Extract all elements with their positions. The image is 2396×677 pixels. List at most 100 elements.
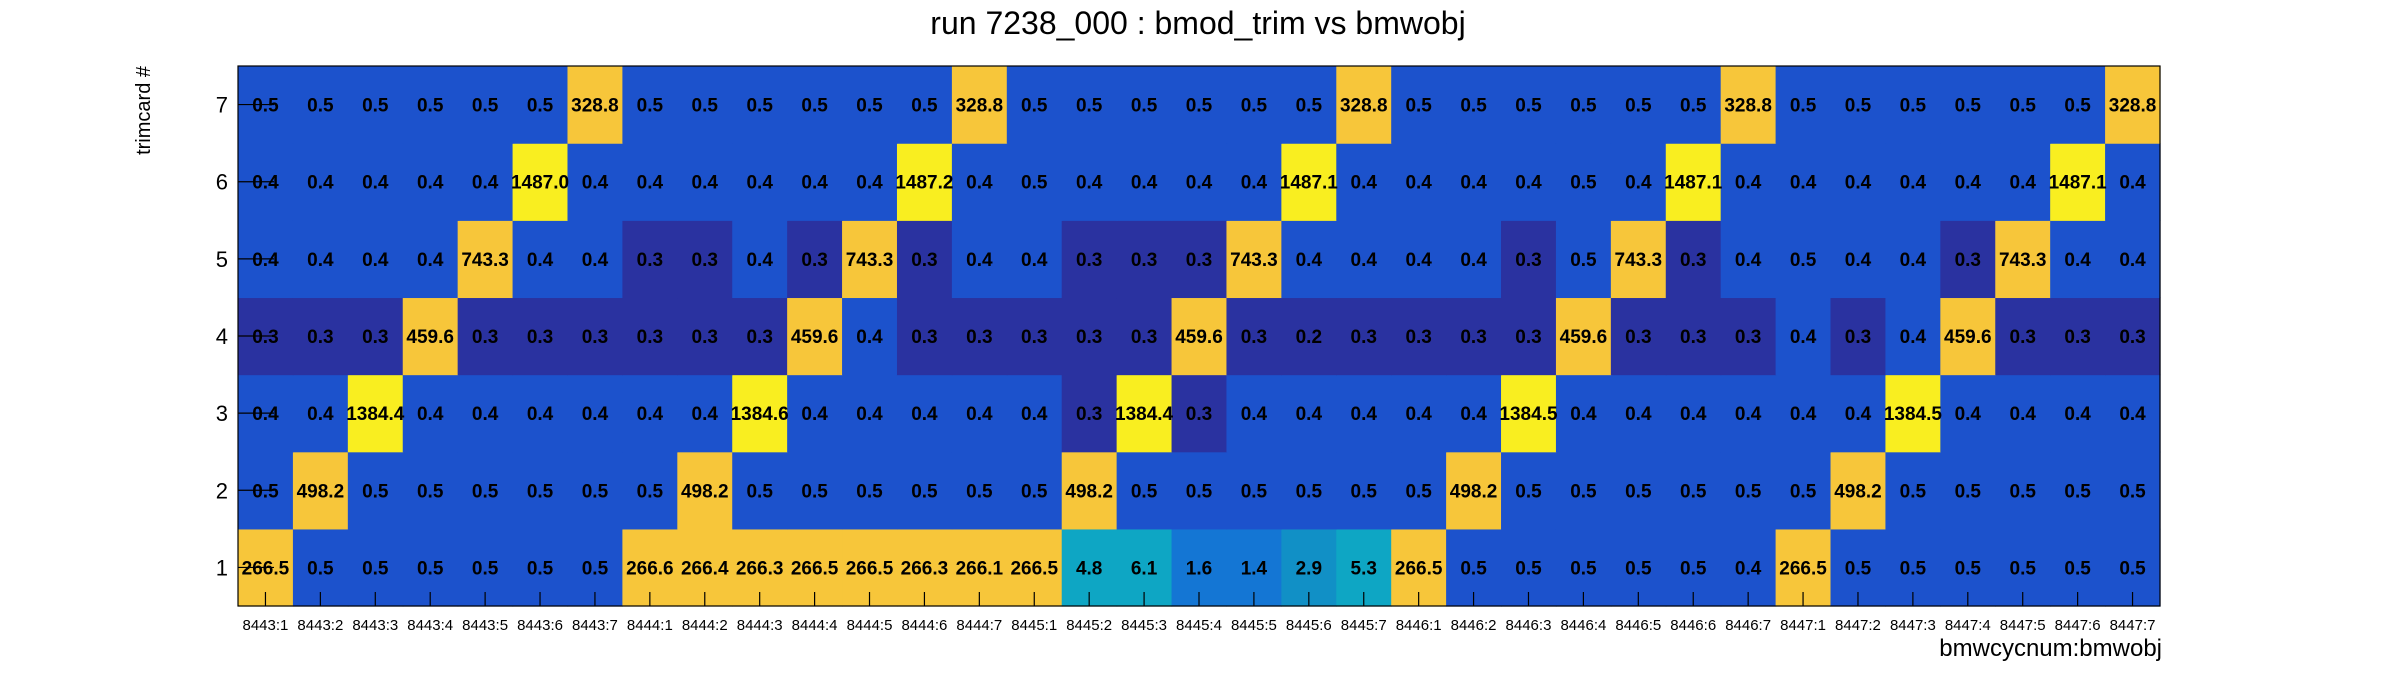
cell-value-label: 0.4	[2010, 173, 2037, 194]
heatmap-cell	[787, 297, 843, 376]
cell-value-label: 0.4	[1735, 558, 1762, 579]
cell-value-label: 0.3	[1955, 250, 1981, 271]
heatmap-cell	[842, 220, 898, 299]
cell-value-label: 0.5	[362, 96, 389, 117]
heatmap-cell	[677, 297, 733, 376]
cell-value-label: 0.4	[1900, 250, 1927, 271]
heatmap-cell	[457, 451, 514, 530]
heatmap-cell	[1281, 297, 1337, 376]
x-tick-label: 8443:3	[352, 617, 398, 634]
heatmap-cell	[292, 374, 349, 453]
heatmap-cell	[1995, 220, 2051, 299]
heatmap-cell	[457, 143, 514, 221]
heatmap-cell	[292, 451, 349, 530]
x-tick-label: 8446:2	[1451, 617, 1497, 634]
cell-value-label: 328.8	[956, 96, 1004, 117]
heatmap-cell	[896, 66, 953, 144]
cell-value-label: 0.5	[1515, 558, 1542, 579]
heatmap-cell	[1116, 451, 1173, 530]
heatmap-cell	[1775, 297, 1832, 376]
cell-value-label: 0.5	[801, 96, 828, 117]
x-tick-label: 8447:3	[1890, 617, 1936, 634]
cell-value-label: 0.5	[1131, 96, 1158, 117]
heatmap-cell	[1885, 297, 1941, 376]
cell-value-label: 0.3	[1076, 327, 1102, 348]
cell-value-label: 0.5	[1570, 173, 1597, 194]
cell-value-label: 266.5	[791, 558, 839, 579]
heatmap-cell	[1830, 66, 1887, 144]
cell-value-label: 0.4	[1241, 173, 1268, 194]
heatmap-cell	[2105, 451, 2161, 530]
heatmap-cell	[622, 220, 678, 299]
heatmap-cell	[1336, 374, 1392, 453]
cell-value-label: 0.5	[2010, 558, 2037, 579]
cell-value-label: 266.1	[956, 558, 1004, 579]
heatmap-cell	[1171, 66, 1228, 144]
heatmap-cell	[1610, 451, 1667, 530]
y-tick-label: 3	[216, 401, 228, 426]
heatmap-cell	[1391, 374, 1447, 453]
heatmap-cell	[677, 66, 733, 144]
cell-value-label: 0.3	[1021, 327, 1047, 348]
heatmap-cell	[1006, 451, 1063, 530]
cell-value-label: 0.5	[472, 481, 499, 502]
heatmap-cell	[1940, 143, 1996, 221]
x-tick-label: 8446:3	[1506, 617, 1552, 634]
cell-value-label: 0.3	[362, 327, 388, 348]
cell-value-label: 0.5	[1735, 481, 1762, 502]
cell-value-label: 459.6	[1175, 327, 1223, 348]
heatmap-cell	[1940, 297, 1996, 376]
x-tick-label: 8445:4	[1176, 617, 1222, 634]
cell-value-label: 0.5	[1241, 481, 1268, 502]
cell-value-label: 0.4	[252, 404, 279, 425]
cell-value-label: 0.5	[417, 558, 444, 579]
cell-value-label: 0.5	[1680, 481, 1707, 502]
cell-value-label: 4.8	[1076, 558, 1102, 579]
cell-value-label: 0.4	[692, 173, 719, 194]
cell-value-label: 0.3	[911, 250, 937, 271]
cell-value-label: 0.5	[1460, 558, 1487, 579]
heatmap-cell	[1501, 220, 1557, 299]
x-tick-label: 8443:4	[407, 617, 453, 634]
x-tick-label: 8444:3	[737, 617, 783, 634]
heatmap-cell	[1555, 451, 1612, 530]
cell-value-label: 0.5	[1790, 481, 1817, 502]
heatmap-cell	[896, 143, 953, 221]
heatmap-cell	[1061, 220, 1118, 299]
cell-value-label: 0.5	[1515, 481, 1542, 502]
heatmap-cell	[2050, 143, 2106, 221]
heatmap-cell	[1226, 66, 1282, 144]
heatmap-cell	[951, 297, 1008, 376]
heatmap-cell	[1281, 220, 1337, 299]
cell-value-label: 0.5	[1845, 96, 1872, 117]
cell-value-label: 0.4	[2119, 404, 2146, 425]
heatmap-cell	[1775, 374, 1832, 453]
heatmap-cell	[1665, 297, 1722, 376]
cell-value-label: 0.3	[1131, 327, 1157, 348]
heatmap-cell	[1940, 66, 1996, 144]
heatmap-cell	[1610, 220, 1667, 299]
heatmap-cell	[292, 297, 349, 376]
x-tick-label: 8443:5	[462, 617, 508, 634]
cell-value-label: 0.3	[911, 327, 937, 348]
cell-value-label: 0.3	[746, 327, 772, 348]
heatmap-cell	[2050, 220, 2106, 299]
x-axis-label: bmwcycnum:bmwobj	[1939, 635, 2162, 662]
cell-value-label: 0.5	[1405, 481, 1432, 502]
cell-value-label: 0.4	[637, 173, 664, 194]
heatmap-cell	[787, 220, 843, 299]
cell-value-label: 0.4	[801, 173, 828, 194]
heatmap-cell	[951, 143, 1008, 221]
cell-value-label: 0.4	[1405, 404, 1432, 425]
cell-value-label: 0.4	[1076, 173, 1103, 194]
cell-value-label: 0.5	[911, 481, 938, 502]
heatmap-cell	[292, 143, 349, 221]
cell-value-label: 0.5	[1955, 481, 1982, 502]
heatmap-cell	[1885, 451, 1941, 530]
heatmap-cell	[1391, 297, 1447, 376]
cell-value-label: 0.5	[1296, 481, 1323, 502]
heatmap-cell	[1446, 143, 1502, 221]
cell-value-label: 0.4	[252, 250, 279, 271]
cell-value-label: 0.4	[2119, 250, 2146, 271]
